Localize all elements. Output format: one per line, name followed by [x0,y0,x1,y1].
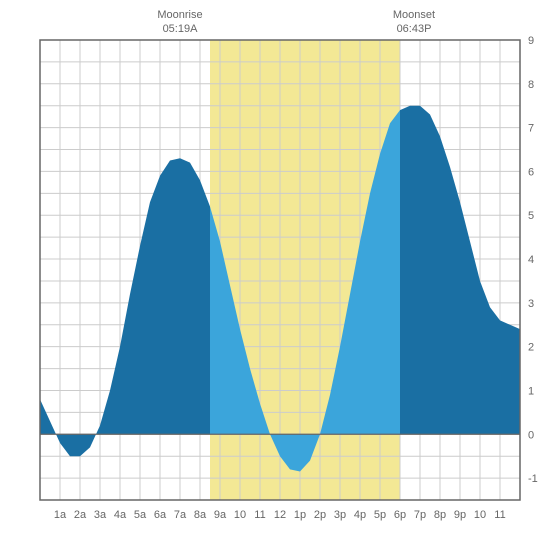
x-tick-label: 1p [294,509,306,521]
y-tick-label: 6 [528,166,534,178]
x-tick-label: 2a [74,509,87,521]
moonrise-label: Moonrise [157,9,202,21]
tide-chart: -101234567891a2a3a4a5a6a7a8a9a1011121p2p… [0,0,550,550]
x-tick-label: 5a [134,509,147,521]
chart-svg: -101234567891a2a3a4a5a6a7a8a9a1011121p2p… [0,0,550,550]
y-tick-label: 8 [528,79,534,91]
y-tick-label: 5 [528,210,534,222]
x-tick-label: 4a [114,509,127,521]
x-tick-label: 6p [394,509,406,521]
y-tick-label: 4 [528,254,534,266]
y-tick-label: 9 [528,35,534,47]
x-tick-label: 1a [54,509,67,521]
x-tick-label: 2p [314,509,326,521]
x-tick-label: 5p [374,509,386,521]
x-tick-label: 9p [454,509,466,521]
moonset-time: 06:43P [397,23,432,35]
y-tick-label: 3 [528,298,534,310]
x-tick-label: 12 [274,509,286,521]
x-tick-label: 11 [494,509,505,521]
x-tick-label: 3p [334,509,346,521]
x-tick-label: 9a [214,509,227,521]
y-tick-label: 2 [528,342,534,354]
x-tick-label: 4p [354,509,366,521]
moonrise-time: 05:19A [163,23,199,35]
x-tick-label: 11 [254,509,265,521]
x-tick-label: 10 [474,509,486,521]
x-tick-label: 10 [234,509,246,521]
x-tick-label: 7a [174,509,187,521]
moonset-label: Moonset [393,9,435,21]
x-tick-label: 3a [94,509,107,521]
x-tick-label: 8p [434,509,446,521]
y-tick-label: 7 [528,123,534,135]
x-axis: 1a 2a 3a 4a 5a 6a 7a 8a 9a 10 11 12 1p 2p 3p 4p 5p 6p 7p 8p… [54,509,506,521]
y-tick-label: 1 [528,385,534,397]
x-tick-label: 7p [414,509,426,521]
x-tick-label: 8a [194,509,207,521]
x-tick-label: 6a [154,509,167,521]
y-tick-label: 0 [528,429,534,441]
y-tick-label: -1 [528,473,538,485]
